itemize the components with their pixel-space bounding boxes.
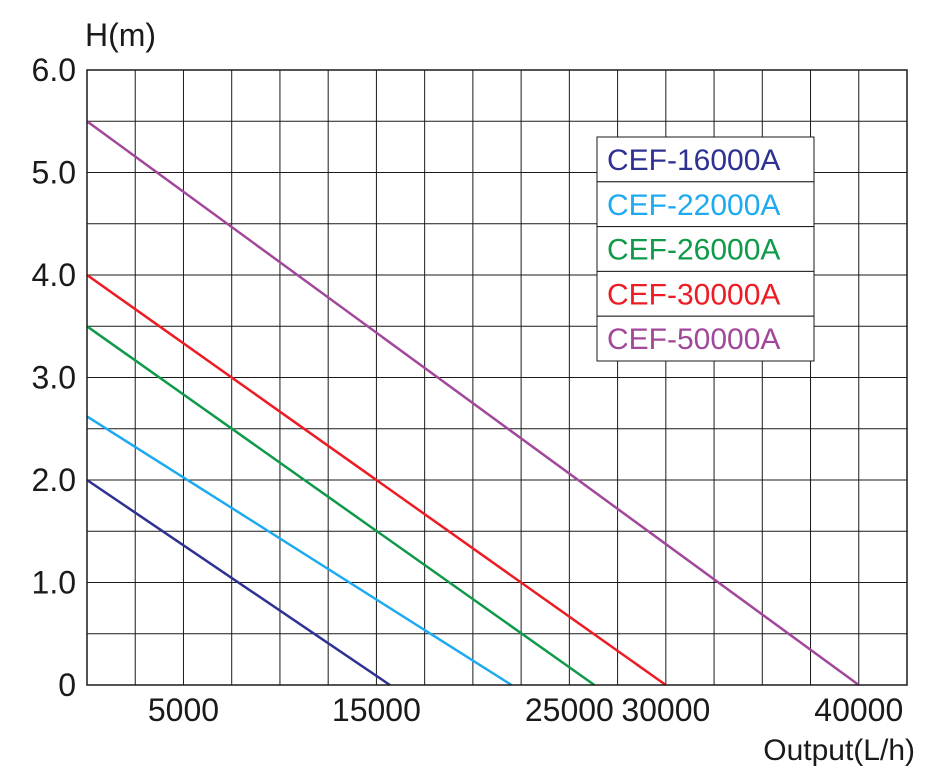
- x-tick-label: 15000: [332, 692, 421, 728]
- x-tick-label: 25000: [525, 692, 614, 728]
- plot-frame: [86, 69, 908, 686]
- y-tick-label: 3.0: [32, 360, 76, 396]
- x-tick-label: 30000: [621, 692, 710, 728]
- legend-label: CEF-16000A: [607, 144, 780, 177]
- legend-cell: [596, 181, 815, 228]
- y-tick-label: 0: [58, 667, 76, 703]
- x-axis-label: Output(L/h): [763, 734, 915, 767]
- y-tick-label: 1.0: [32, 565, 76, 601]
- legend: CEF-16000A CEF-22000A CEF-26000A CEF-30000A…: [596, 136, 815, 362]
- legend-cell: [596, 315, 815, 362]
- series-lines: [86, 120, 860, 687]
- series-line-4: [86, 120, 860, 687]
- series-line-1: [86, 415, 513, 687]
- legend-cell: [596, 136, 815, 183]
- series-line-0: [86, 478, 391, 687]
- y-tick-labels: 0 1.0 2.0 3.0 4.0 5.0 6.0: [32, 52, 76, 703]
- y-tick-label: 6.0: [32, 52, 76, 88]
- x-tick-label: 5000: [148, 692, 219, 728]
- y-tick-label: 2.0: [32, 462, 76, 498]
- legend-label: CEF-30000A: [607, 278, 780, 311]
- legend-label: CEF-26000A: [607, 234, 780, 267]
- series-line-3: [86, 273, 667, 687]
- y-axis-label: H(m): [85, 17, 156, 53]
- legend-label: CEF-22000A: [607, 189, 780, 222]
- x-tick-label: 40000: [814, 692, 903, 728]
- y-tick-label: 4.0: [32, 257, 76, 293]
- legend-label: CEF-50000A: [607, 323, 780, 356]
- y-tick-label: 5.0: [32, 155, 76, 191]
- legend-cell: [596, 226, 815, 272]
- x-tick-labels: 5000 15000 25000 30000 40000: [148, 692, 903, 728]
- series-line-2: [86, 325, 596, 687]
